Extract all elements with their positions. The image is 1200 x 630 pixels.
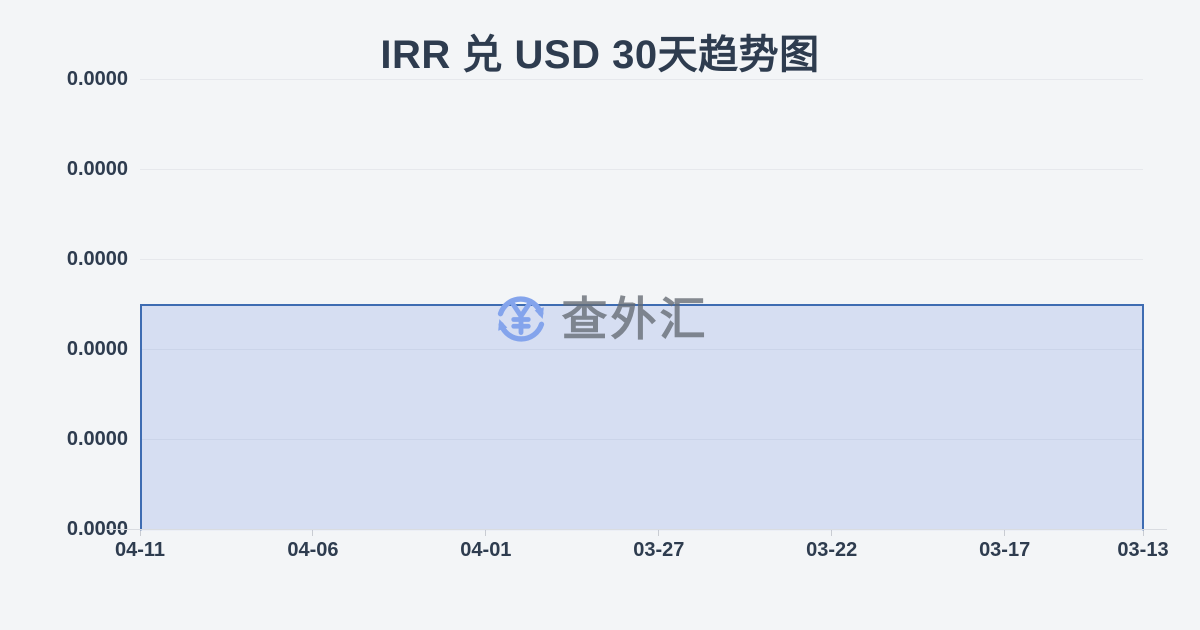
x-axis-tick-mark [485, 530, 487, 536]
x-axis-tick-label: 03-22 [806, 539, 858, 561]
x-axis-tick-mark [1004, 530, 1006, 536]
series-line [140, 303, 1144, 531]
y-axis-tick-label: 0.0000 [66, 158, 128, 180]
y-axis-tick-label: 0.0000 [66, 248, 128, 270]
x-axis-tick-label: 04-06 [287, 539, 339, 561]
y-axis-tick-label: 0.0000 [66, 68, 128, 90]
series-area-fill [140, 305, 1144, 531]
area-series [140, 303, 1144, 531]
x-axis-tick-label: 03-13 [1117, 539, 1169, 561]
chart-title: IRR 兑 USD 30天趋势图 [380, 33, 820, 77]
x-axis-tick-mark [139, 530, 141, 536]
y-axis-tick-label: 0.0000 [66, 518, 128, 540]
y-axis-tick-label: 0.0000 [66, 428, 128, 450]
x-axis-tick-mark [1142, 530, 1144, 536]
x-axis-tick-label: 03-27 [633, 539, 685, 561]
x-axis-tick-mark [658, 530, 660, 536]
x-axis-line [105, 529, 1167, 530]
y-axis-tick-label: 0.0000 [66, 338, 128, 360]
x-axis-tick-label: 04-11 [114, 539, 166, 561]
x-axis-tick-label: 04-01 [460, 539, 512, 561]
x-axis-tick-mark [831, 530, 833, 536]
x-axis-tick-label: 03-17 [979, 539, 1031, 561]
x-axis-tick-mark [312, 530, 314, 536]
